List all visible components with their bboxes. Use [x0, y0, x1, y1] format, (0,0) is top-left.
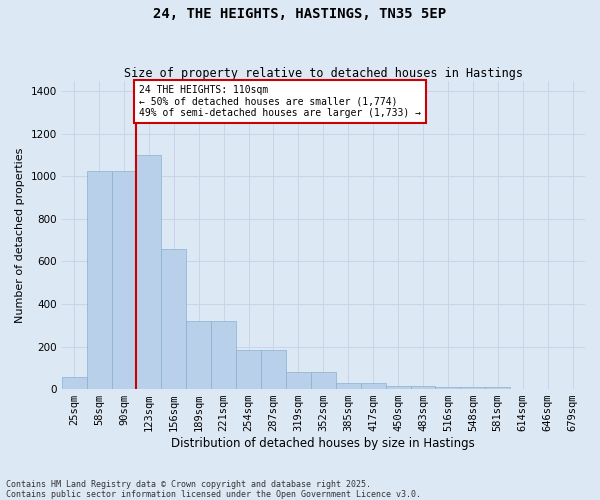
Text: 24 THE HEIGHTS: 110sqm
← 50% of detached houses are smaller (1,774)
49% of semi-: 24 THE HEIGHTS: 110sqm ← 50% of detached… [139, 85, 421, 118]
Bar [361, 382, 386, 389]
Bar [436, 386, 460, 389]
Text: 24, THE HEIGHTS, HASTINGS, TN35 5EP: 24, THE HEIGHTS, HASTINGS, TN35 5EP [154, 8, 446, 22]
Bar [460, 386, 485, 389]
Bar [136, 155, 161, 389]
X-axis label: Distribution of detached houses by size in Hastings: Distribution of detached houses by size … [172, 437, 475, 450]
Bar [112, 171, 136, 389]
Bar [211, 321, 236, 389]
Bar [236, 350, 261, 389]
Bar [86, 171, 112, 389]
Bar [186, 321, 211, 389]
Text: Contains HM Land Registry data © Crown copyright and database right 2025.
Contai: Contains HM Land Registry data © Crown c… [6, 480, 421, 499]
Bar [336, 382, 361, 389]
Bar [311, 372, 336, 389]
Bar [410, 386, 436, 389]
Bar [386, 386, 410, 389]
Bar [485, 388, 510, 389]
Title: Size of property relative to detached houses in Hastings: Size of property relative to detached ho… [124, 66, 523, 80]
Y-axis label: Number of detached properties: Number of detached properties [15, 147, 25, 322]
Bar [62, 378, 86, 389]
Bar [161, 248, 186, 389]
Bar [261, 350, 286, 389]
Bar [286, 372, 311, 389]
